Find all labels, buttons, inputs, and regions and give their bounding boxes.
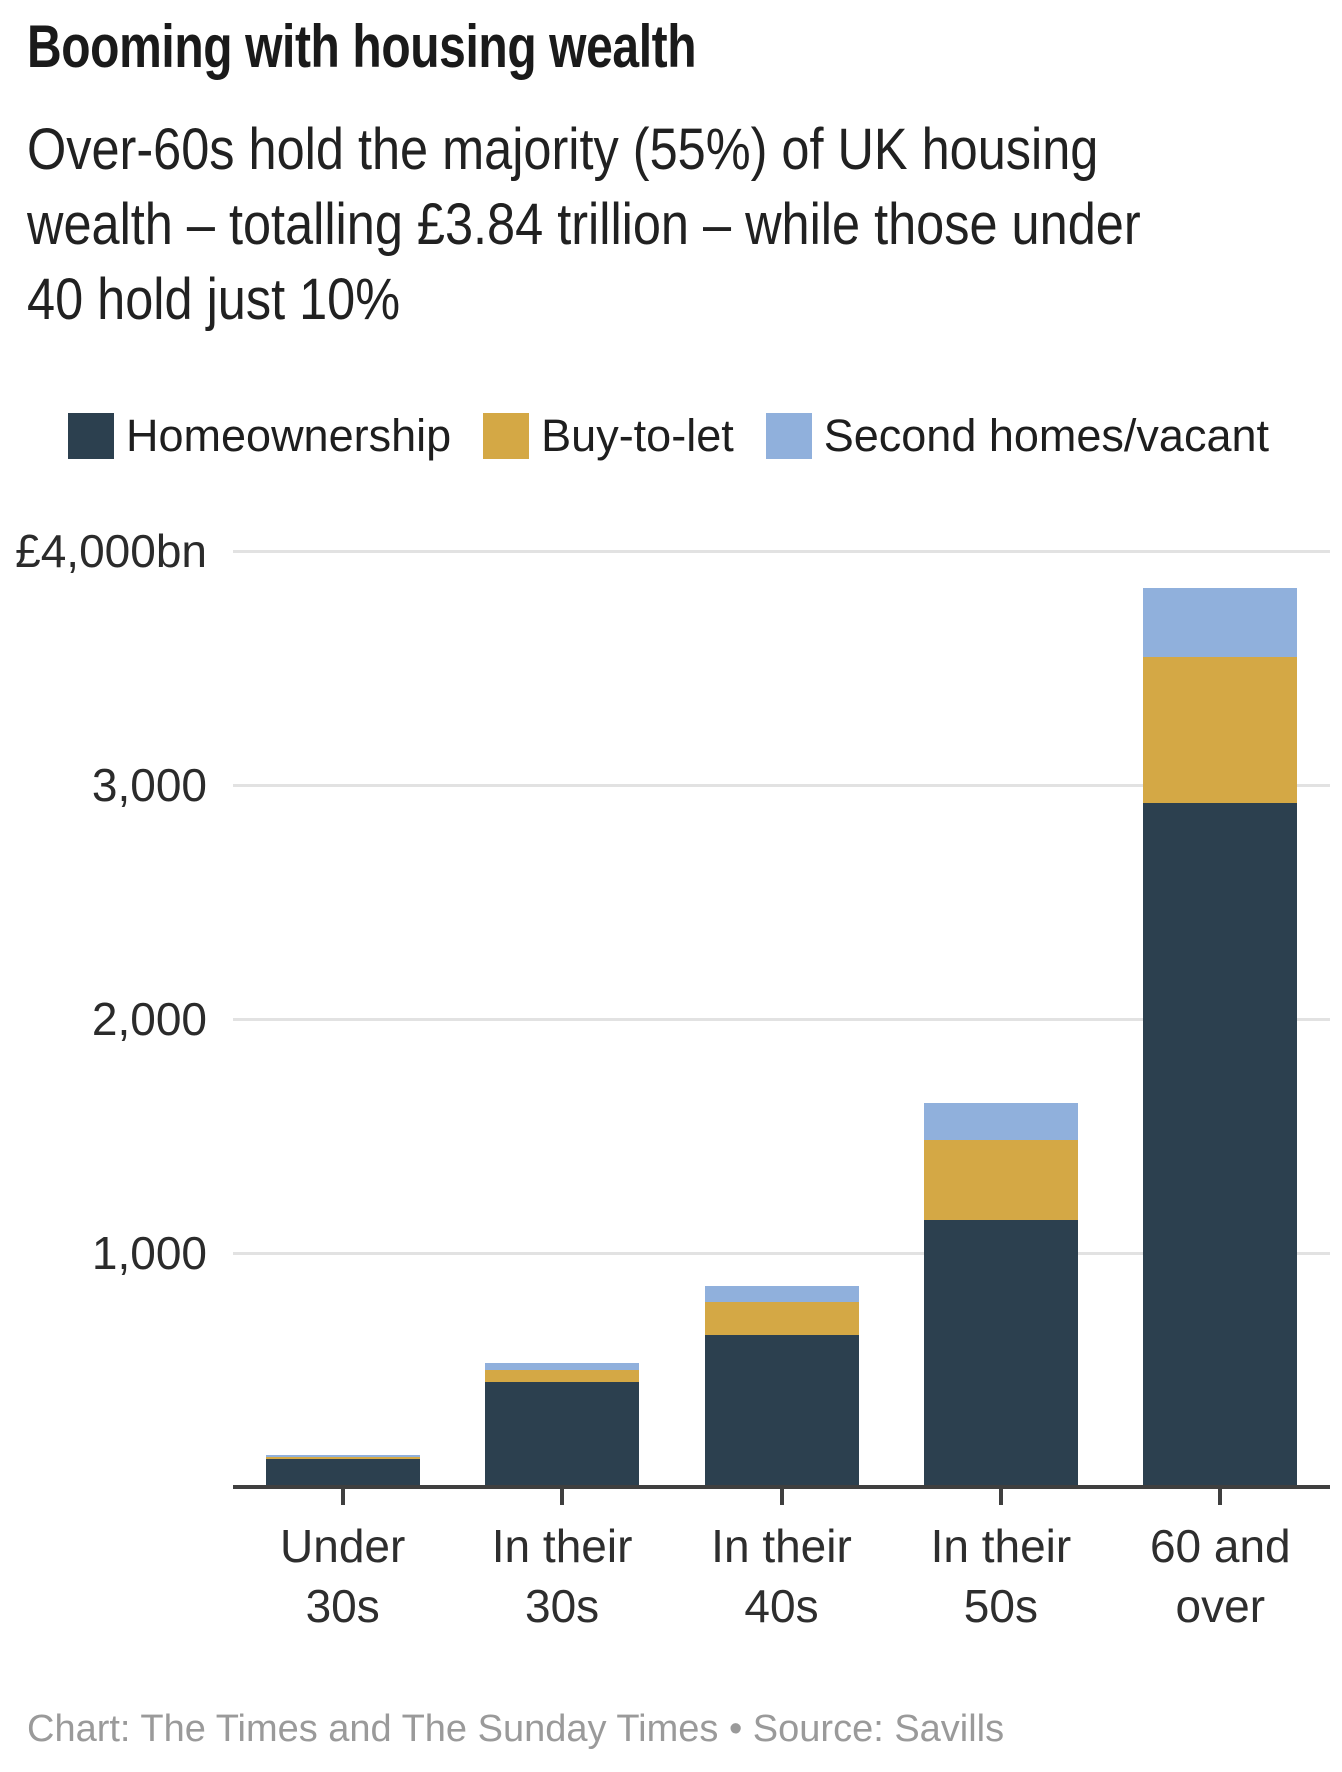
y-axis-tick-label: £4,000bn [15,525,207,577]
bar-segment [1143,657,1298,803]
bar-segment [923,1220,1078,1487]
legend-item-buy-to-let: Buy-to-let [483,410,734,462]
bar-segment [923,1103,1078,1140]
legend-label-second-homes: Second homes/vacant [823,410,1270,461]
x-axis-tick [560,1489,565,1505]
bar-segment [704,1302,859,1335]
chart-subtitle: Over-60s hold the majority (55%) of UK h… [27,117,1141,332]
gridline [233,549,1330,553]
gridline [233,1251,1330,1255]
y-axis-tick-label: 1,000 [91,1227,207,1279]
bar-segment [485,1363,640,1370]
bar-segment [265,1455,420,1458]
bar-segment [923,1139,1078,1221]
chart-title: Booming with housing wealth [27,13,697,80]
bar-segment [1143,802,1298,1487]
x-axis-tick [779,1489,784,1505]
legend-label-homeownership: Homeownership [126,410,452,461]
y-axis-tick-label: 3,000 [91,759,207,811]
bar-segment [1143,588,1298,658]
x-axis-tick [998,1489,1003,1505]
legend-label-buy-to-let: Buy-to-let [541,410,734,461]
legend-swatch-second-homes [765,413,812,459]
bar-segment [485,1381,640,1487]
bar-segment [704,1334,859,1487]
x-axis-label: In their 40s [711,1520,852,1632]
x-axis-label: 60 and over [1149,1520,1291,1632]
bar-segment [265,1458,420,1487]
x-axis-tick [1218,1489,1223,1505]
x-axis-tick [340,1489,345,1505]
x-axis-label: In their 50s [930,1520,1072,1632]
gridline [233,783,1330,787]
gridline [233,1017,1330,1021]
legend: Homeownership Buy-to-let Second homes/va… [68,410,1301,462]
legend-swatch-homeownership [68,413,114,459]
bar-segment [485,1369,640,1382]
legend-item-second-homes: Second homes/vacant [765,410,1270,462]
y-axis-tick-label: 2,000 [91,993,207,1045]
legend-swatch-buy-to-let [483,413,530,459]
bar-segment [265,1457,420,1459]
bar-segment [704,1285,859,1303]
x-axis-line [233,1485,1330,1489]
x-axis-label: Under 30s [280,1520,406,1632]
legend-item-homeownership: Homeownership [68,410,451,462]
source-credit: Chart: The Times and The Sunday Times • … [27,1708,1005,1750]
x-axis-label: In their 30s [491,1520,633,1632]
